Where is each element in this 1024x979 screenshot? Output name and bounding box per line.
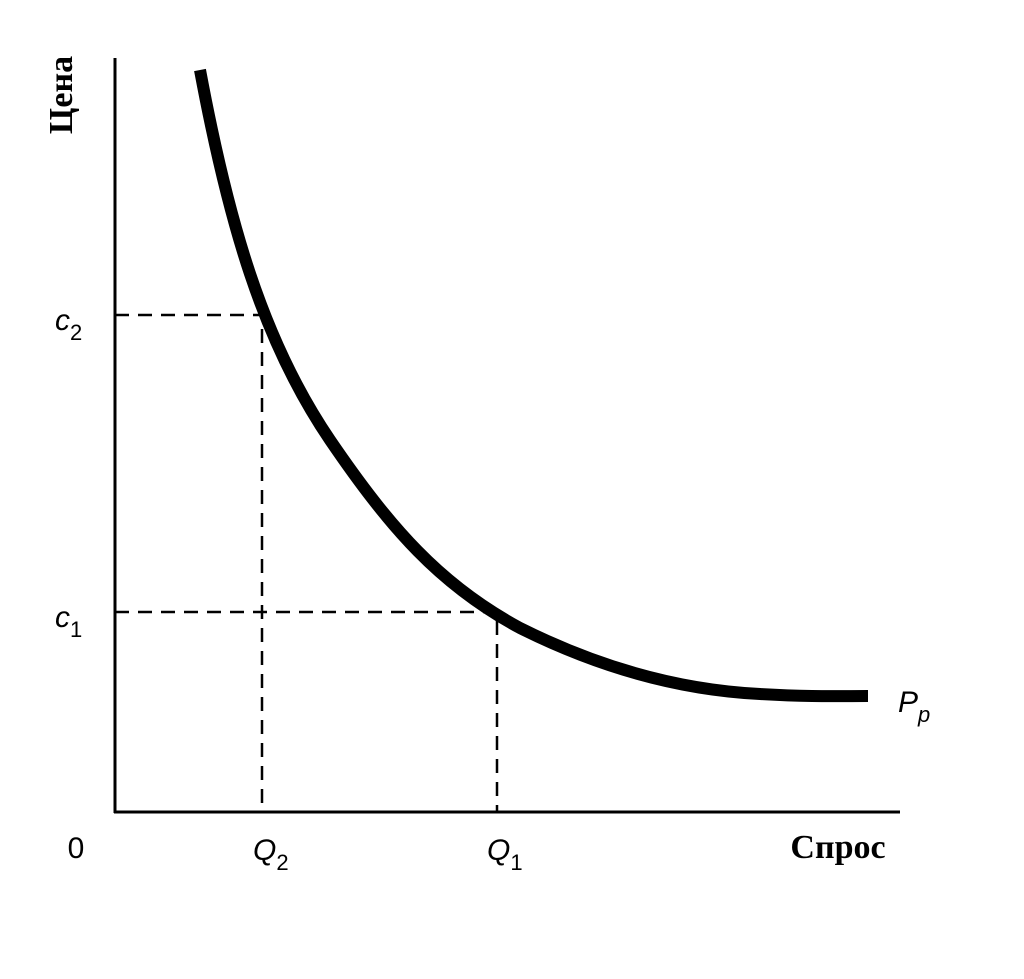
price-label: c2: [55, 304, 82, 345]
curve-label-base: P: [898, 686, 918, 719]
origin-label: 0: [68, 832, 85, 865]
x-axis-label: Спрос: [790, 829, 885, 866]
price-label-sub: 1: [70, 617, 82, 642]
quantity-label-base: Q: [253, 834, 276, 867]
curve-label: Pp: [898, 686, 930, 727]
demand-curve: [194, 68, 869, 703]
quantity-label-sub: 1: [510, 850, 522, 875]
curve-label-sub: p: [917, 702, 930, 727]
price-label-base: c: [55, 304, 70, 337]
quantity-label: Q2: [253, 834, 289, 875]
price-label: c1: [55, 601, 82, 642]
price-label-sub: 2: [70, 320, 82, 345]
price-label-base: c: [55, 601, 70, 634]
y-axis-label: Цена: [43, 56, 80, 134]
quantity-label-base: Q: [487, 834, 510, 867]
quantity-label-sub: 2: [276, 850, 288, 875]
quantity-label: Q1: [487, 834, 523, 875]
